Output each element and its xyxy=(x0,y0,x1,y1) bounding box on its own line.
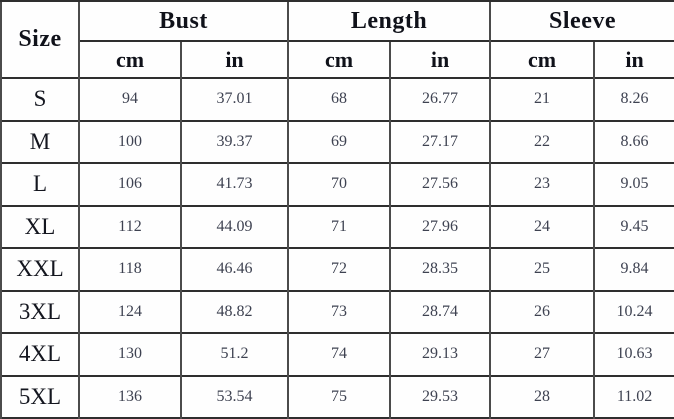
size-chart-header: Size Bust Length Sleeve cm in cm in cm i… xyxy=(0,0,674,78)
sleeve-cm-header: cm xyxy=(489,40,595,78)
length-cm-value: 69 xyxy=(287,119,390,163)
bust-cm-value: 106 xyxy=(78,162,181,206)
sleeve-in-value: 9.84 xyxy=(593,247,674,291)
length-in-header: in xyxy=(388,40,491,78)
sleeve-in-header: in xyxy=(593,40,674,78)
sleeve-cm-value: 21 xyxy=(489,77,595,121)
bust-in-value: 51.2 xyxy=(180,332,288,376)
length-in-value: 27.17 xyxy=(388,119,491,163)
bust-cm-value: 118 xyxy=(78,247,181,291)
table-row-s: S 94 37.01 68 26.77 21 8.26 xyxy=(0,77,674,121)
size-label: XXL xyxy=(0,247,79,291)
size-label: M xyxy=(0,119,79,163)
bust-cm-value: 130 xyxy=(78,332,181,376)
table-row-xl: XL 112 44.09 71 27.96 24 9.45 xyxy=(0,204,674,248)
size-column-header: Size xyxy=(0,0,79,78)
length-in-value: 26.77 xyxy=(388,77,491,121)
sleeve-in-value: 10.24 xyxy=(593,289,674,333)
table-row-4xl: 4XL 130 51.2 74 29.13 27 10.63 xyxy=(0,332,674,376)
table-row-5xl: 5XL 136 53.54 75 29.53 28 11.02 xyxy=(0,374,674,418)
size-label: XL xyxy=(0,204,79,248)
table-row-xxl: XXL 118 46.46 72 28.35 25 9.84 xyxy=(0,247,674,291)
sleeve-in-value: 8.26 xyxy=(593,77,674,121)
length-cm-header: cm xyxy=(287,40,390,78)
length-cm-value: 68 xyxy=(287,77,390,121)
length-in-value: 29.13 xyxy=(388,332,491,376)
bust-in-value: 39.37 xyxy=(180,119,288,163)
sleeve-cm-value: 23 xyxy=(489,162,595,206)
sleeve-cm-value: 25 xyxy=(489,247,595,291)
bust-cm-value: 94 xyxy=(78,77,181,121)
size-label: L xyxy=(0,162,79,206)
size-label: S xyxy=(0,77,79,121)
size-label: 4XL xyxy=(0,332,79,376)
length-group-header: Length xyxy=(286,0,491,41)
sleeve-cm-value: 22 xyxy=(489,119,595,163)
bust-cm-value: 100 xyxy=(78,119,181,163)
table-row-3xl: 3XL 124 48.82 73 28.74 26 10.24 xyxy=(0,289,674,333)
length-cm-value: 71 xyxy=(287,204,390,248)
length-cm-value: 73 xyxy=(287,289,390,333)
bust-cm-value: 112 xyxy=(78,204,181,248)
sleeve-cm-value: 27 xyxy=(489,332,595,376)
sleeve-in-value: 8.66 xyxy=(593,119,674,163)
bust-in-value: 48.82 xyxy=(180,289,288,333)
length-in-value: 27.56 xyxy=(388,162,491,206)
length-in-value: 29.53 xyxy=(388,374,491,418)
length-cm-value: 70 xyxy=(287,162,390,206)
bust-cm-header: cm xyxy=(78,40,181,78)
length-cm-value: 72 xyxy=(287,247,390,291)
table-row-m: M 100 39.37 69 27.17 22 8.66 xyxy=(0,119,674,163)
bust-in-value: 37.01 xyxy=(180,77,288,121)
bust-cm-value: 136 xyxy=(78,374,181,418)
sleeve-cm-value: 26 xyxy=(489,289,595,333)
size-label: 5XL xyxy=(0,374,79,418)
bust-in-value: 44.09 xyxy=(180,204,288,248)
bust-in-value: 41.73 xyxy=(180,162,288,206)
sleeve-in-value: 9.05 xyxy=(593,162,674,206)
length-in-value: 28.35 xyxy=(388,247,491,291)
bust-in-header: in xyxy=(180,40,288,78)
length-in-value: 27.96 xyxy=(388,204,491,248)
sleeve-cm-value: 28 xyxy=(489,374,595,418)
group-header-row: Size Bust Length Sleeve xyxy=(0,0,674,78)
length-cm-value: 74 xyxy=(287,332,390,376)
sleeve-group-header: Sleeve xyxy=(489,0,674,41)
sleeve-in-value: 9.45 xyxy=(593,204,674,248)
table-row-l: L 106 41.73 70 27.56 23 9.05 xyxy=(0,162,674,206)
unit-header-row: cm in cm in cm in xyxy=(1,40,674,78)
sleeve-in-value: 11.02 xyxy=(593,374,674,418)
length-in-value: 28.74 xyxy=(388,289,491,333)
size-label: 3XL xyxy=(0,289,79,333)
bust-cm-value: 124 xyxy=(78,289,181,333)
bust-in-value: 53.54 xyxy=(180,374,288,418)
length-cm-value: 75 xyxy=(287,374,390,418)
size-chart-body: S 94 37.01 68 26.77 21 8.26 M 100 39.37 … xyxy=(0,77,674,418)
sleeve-in-value: 10.63 xyxy=(593,332,674,376)
bust-group-header: Bust xyxy=(78,0,288,41)
sleeve-cm-value: 24 xyxy=(489,204,595,248)
bust-in-value: 46.46 xyxy=(180,247,288,291)
